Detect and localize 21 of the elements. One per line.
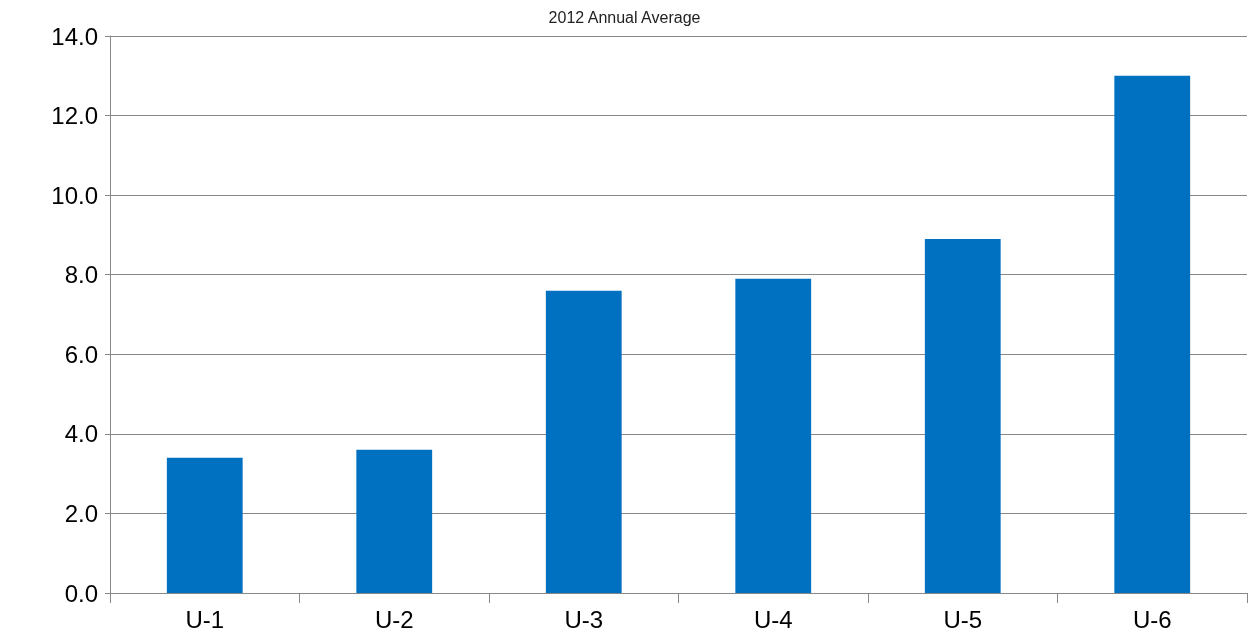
y-tick-label: 2.0 (64, 499, 98, 527)
y-tick-label: 8.0 (64, 261, 98, 289)
x-tick-label: U-4 (753, 605, 793, 633)
bar (356, 449, 433, 593)
y-tick-label: 6.0 (64, 340, 98, 368)
x-tick-label: U-1 (185, 605, 225, 633)
bar (166, 457, 243, 593)
chart-title: 2012 Annual Average (548, 8, 701, 26)
bar (735, 278, 812, 593)
y-tick-label: 4.0 (64, 420, 98, 448)
bar (924, 238, 1001, 593)
y-tick-label: 12.0 (51, 102, 98, 130)
x-tick-label: U-6 (1132, 605, 1172, 633)
x-tick-label: U-2 (374, 605, 414, 633)
y-tick-label: 0.0 (64, 579, 98, 607)
y-tick-label: 14.0 (51, 22, 98, 50)
bar (1114, 75, 1191, 593)
x-tick-label: U-3 (564, 605, 604, 633)
x-tick-label: U-5 (943, 605, 983, 633)
bar (545, 290, 622, 593)
y-tick-label: 10.0 (51, 181, 98, 209)
